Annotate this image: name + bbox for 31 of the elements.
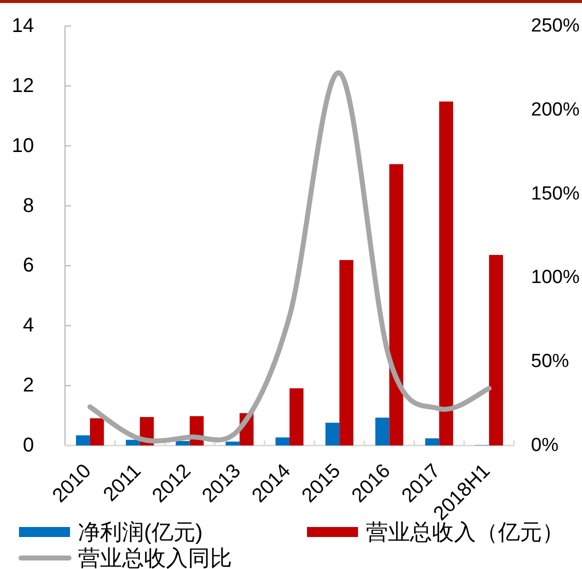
y-tick-label: 2 (22, 374, 34, 397)
bar (425, 438, 440, 446)
y-tick-label: 6 (22, 254, 34, 277)
y2-tick-label: 50% (531, 351, 570, 372)
legend-label: 营业总收入（亿元） (366, 520, 564, 544)
bar (76, 435, 90, 446)
y2-tick-label: 100% (531, 267, 580, 288)
bar (176, 441, 190, 446)
y2-tick-label: 150% (531, 183, 580, 204)
bar (325, 422, 340, 446)
y-tick-label: 4 (22, 314, 34, 337)
y-tick-label: 8 (22, 194, 34, 217)
y-tick-label: 12 (12, 74, 34, 97)
bar (375, 418, 390, 446)
bar (489, 254, 504, 446)
bar (126, 440, 140, 446)
legend-label: 营业总收入同比 (78, 546, 232, 569)
y2-tick-label: 200% (531, 99, 580, 120)
legend-label: 净利润(亿元) (78, 520, 203, 544)
bar (276, 437, 290, 446)
bar (389, 164, 404, 446)
y2-tick-label: 250% (531, 16, 580, 36)
y2-tick-label: 0% (531, 435, 559, 456)
y-tick-label: 0 (22, 434, 34, 456)
bar (290, 388, 304, 446)
bar (339, 260, 354, 446)
bar (90, 418, 104, 446)
bar (226, 442, 240, 446)
y-tick-label: 14 (12, 15, 34, 37)
y-tick-label: 10 (12, 134, 34, 157)
bar (439, 102, 454, 446)
